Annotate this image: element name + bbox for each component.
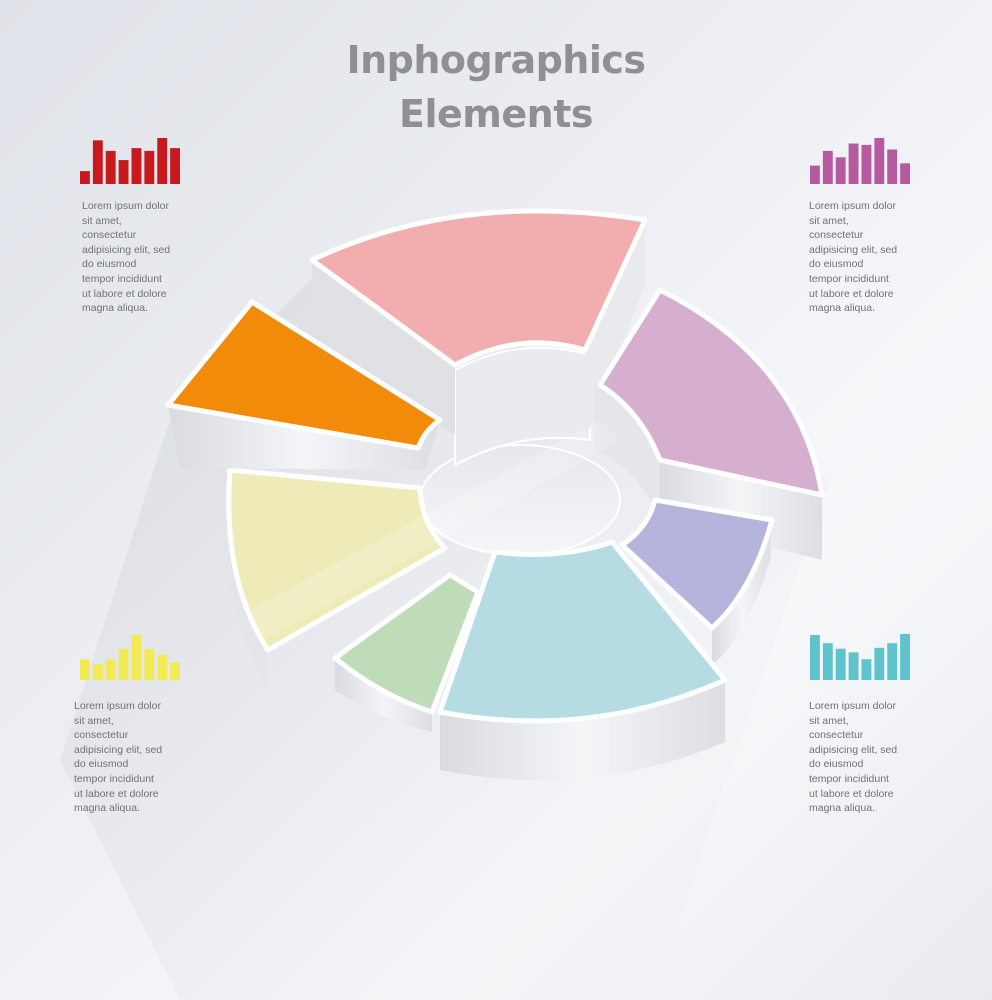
page-title-line1: Inphographics xyxy=(346,38,646,82)
mini-bar xyxy=(118,648,129,680)
caption-bottom-right: Lorem ipsum dolor sit amet, consectetur … xyxy=(809,700,898,815)
bar-chart-icon xyxy=(80,634,181,680)
mini-bar xyxy=(822,150,833,184)
mini-bar xyxy=(887,643,898,680)
mini-bar xyxy=(92,663,103,680)
mini-bar xyxy=(170,662,181,680)
mini-bar xyxy=(131,148,142,184)
mini-bar xyxy=(874,647,885,680)
mini-bar xyxy=(80,659,90,680)
mini-chart-bottom-right xyxy=(810,634,911,685)
caption-bottom-left: Lorem ipsum dolor sit amet, consectetur … xyxy=(74,700,163,815)
gloss-reflection xyxy=(250,420,620,640)
bar-chart-icon xyxy=(80,138,181,184)
segment-pink xyxy=(309,208,648,440)
mini-bar xyxy=(848,652,859,680)
mini-bar xyxy=(874,138,885,184)
bar-chart-icon xyxy=(810,138,911,184)
mini-chart-top-left xyxy=(80,138,181,189)
mini-bar xyxy=(144,648,155,680)
mini-bar xyxy=(835,648,846,680)
mini-bar xyxy=(92,140,103,184)
mini-bar xyxy=(157,654,168,680)
segment-light-blue xyxy=(437,539,728,781)
center-well xyxy=(419,444,621,556)
mini-bar xyxy=(105,150,116,184)
mini-bar xyxy=(810,634,820,680)
mini-bar xyxy=(822,643,833,680)
page-title-line2: Elements xyxy=(399,92,593,136)
bar-chart-icon xyxy=(810,634,911,680)
segment-purple xyxy=(595,287,825,560)
caption-top-right: Lorem ipsum dolor sit amet, consectetur … xyxy=(809,200,898,315)
mini-bar xyxy=(861,659,872,680)
segment-green xyxy=(332,572,481,732)
segment-lavender xyxy=(619,497,775,665)
mini-bar xyxy=(170,148,181,184)
segment-orange xyxy=(165,299,443,470)
mini-bar xyxy=(861,144,872,184)
mini-bar xyxy=(144,150,155,184)
mini-bar xyxy=(80,171,90,184)
mini-chart-top-right xyxy=(810,138,911,189)
mini-chart-bottom-left xyxy=(80,634,181,685)
mini-bar xyxy=(810,165,820,184)
mini-bar xyxy=(887,149,898,184)
mini-bar xyxy=(900,163,911,184)
mini-bar xyxy=(835,157,846,184)
mini-bar xyxy=(157,138,168,184)
mini-bar xyxy=(900,634,911,680)
mini-bar xyxy=(848,143,859,184)
mini-bar xyxy=(131,634,142,680)
mini-bar xyxy=(118,160,129,184)
mini-bar xyxy=(105,659,116,680)
caption-top-left: Lorem ipsum dolor sit amet, consectetur … xyxy=(82,200,171,315)
